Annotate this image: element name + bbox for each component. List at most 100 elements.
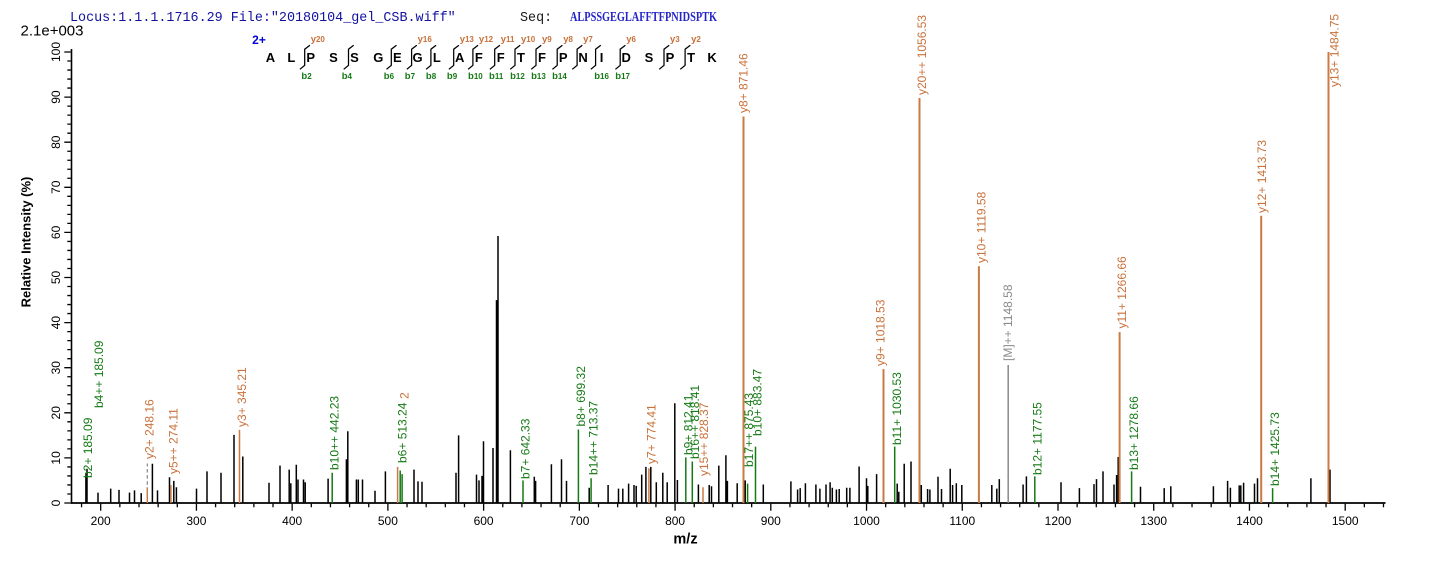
- svg-text:D: D: [622, 50, 631, 65]
- svg-text:b10++ 442.23: b10++ 442.23: [328, 396, 342, 470]
- svg-text:1000: 1000: [853, 514, 880, 528]
- svg-text:b7+ 642.33: b7+ 642.33: [519, 418, 533, 479]
- svg-text:500: 500: [378, 514, 398, 528]
- svg-text:F: F: [538, 50, 546, 65]
- svg-text:A: A: [266, 50, 276, 65]
- svg-text:b16++ 818.41: b16++ 818.41: [688, 385, 702, 459]
- svg-text:b2: b2: [301, 71, 312, 82]
- svg-text:1400: 1400: [1236, 514, 1263, 528]
- svg-text:800: 800: [665, 514, 685, 528]
- svg-text:1500: 1500: [1332, 514, 1359, 528]
- svg-text:y7+ 774.41: y7+ 774.41: [644, 404, 658, 464]
- svg-text:b2+ 185.09: b2+ 185.09: [81, 417, 95, 478]
- svg-text:y20: y20: [311, 34, 326, 45]
- svg-text:b6: b6: [384, 71, 395, 82]
- svg-text:b13: b13: [531, 71, 546, 82]
- svg-text:700: 700: [569, 514, 589, 528]
- svg-text:T: T: [687, 50, 695, 65]
- svg-text:b6+ 513.24: b6+ 513.24: [396, 402, 410, 463]
- svg-text:A: A: [455, 50, 465, 65]
- svg-text:30: 30: [49, 361, 63, 375]
- svg-text:600: 600: [474, 514, 494, 528]
- svg-text:b12+ 1177.55: b12+ 1177.55: [1030, 402, 1044, 475]
- svg-text:I: I: [600, 50, 604, 65]
- svg-text:2.1e+003: 2.1e+003: [21, 23, 84, 40]
- svg-text:y8: y8: [563, 34, 573, 45]
- svg-text:b8: b8: [426, 71, 437, 82]
- svg-text:40: 40: [49, 316, 63, 330]
- svg-text:P: P: [559, 50, 568, 65]
- svg-text:y3: y3: [670, 34, 680, 45]
- svg-text:70: 70: [49, 180, 63, 194]
- svg-text:ALPSSGEGLAFFTFPNIDSPTK: ALPSSGEGLAFFTFPNIDSPTK: [570, 9, 717, 24]
- svg-text:b13+ 1278.66: b13+ 1278.66: [1127, 396, 1141, 470]
- svg-text:50: 50: [49, 271, 63, 285]
- svg-text:y20++ 1056.53: y20++ 1056.53: [915, 15, 929, 95]
- svg-text:S: S: [645, 50, 654, 65]
- svg-text:F: F: [497, 50, 505, 65]
- svg-text:y3+ 345.21: y3+ 345.21: [235, 367, 249, 427]
- svg-text:F: F: [475, 50, 483, 65]
- svg-text:200: 200: [91, 514, 111, 528]
- svg-text:L: L: [433, 50, 441, 65]
- svg-text:[M]++ 1148.58: [M]++ 1148.58: [1001, 284, 1015, 361]
- svg-text:L: L: [287, 50, 295, 65]
- svg-text:b14: b14: [552, 71, 567, 82]
- svg-text:b7: b7: [405, 71, 416, 82]
- svg-text:b4: b4: [342, 71, 353, 82]
- svg-text:100: 100: [49, 42, 63, 62]
- svg-text:P: P: [666, 50, 675, 65]
- svg-text:S: S: [329, 50, 338, 65]
- svg-text:G: G: [413, 50, 423, 65]
- svg-text:b4++ 185.09: b4++ 185.09: [92, 340, 106, 408]
- svg-text:10: 10: [49, 451, 63, 465]
- svg-text:y8+ 871.46: y8+ 871.46: [736, 53, 750, 113]
- svg-text:Relative Intensity (%): Relative Intensity (%): [19, 177, 34, 308]
- svg-text:b16: b16: [594, 71, 609, 82]
- svg-text:1100: 1100: [949, 514, 975, 528]
- svg-text:y6: y6: [626, 34, 636, 45]
- svg-text:P: P: [306, 50, 315, 65]
- svg-text:y12+ 1413.73: y12+ 1413.73: [1255, 140, 1269, 213]
- svg-text:60: 60: [49, 225, 63, 239]
- svg-text:y2+ 248.16: y2+ 248.16: [143, 399, 157, 459]
- svg-text:y7: y7: [583, 34, 593, 45]
- svg-text:S: S: [350, 50, 359, 65]
- svg-text:m/z: m/z: [673, 532, 697, 548]
- svg-text:80: 80: [49, 135, 63, 149]
- svg-text:T: T: [517, 50, 525, 65]
- svg-text:Seq:: Seq:: [520, 11, 552, 26]
- svg-text:y9: y9: [542, 34, 552, 45]
- svg-text:y2: y2: [691, 34, 701, 45]
- svg-text:b17: b17: [615, 71, 630, 82]
- svg-text:b17++ 875.43: b17++ 875.43: [742, 393, 756, 467]
- svg-text:2: 2: [398, 392, 412, 399]
- svg-text:400: 400: [282, 514, 302, 528]
- svg-text:E: E: [393, 50, 402, 65]
- svg-text:N: N: [578, 50, 587, 65]
- svg-text:b9: b9: [447, 71, 458, 82]
- svg-text:b10: b10: [468, 71, 483, 82]
- svg-text:K: K: [707, 50, 717, 65]
- svg-text:0: 0: [49, 499, 63, 506]
- svg-text:b9+ 812.41: b9+ 812.41: [681, 394, 695, 455]
- svg-text:y13: y13: [460, 34, 475, 45]
- svg-text:y11: y11: [501, 34, 515, 45]
- svg-text:b14+ 1425.73: b14+ 1425.73: [1268, 412, 1282, 486]
- svg-text:y9+ 1018.53: y9+ 1018.53: [873, 299, 887, 366]
- svg-text:900: 900: [761, 514, 781, 528]
- svg-text:G: G: [373, 50, 383, 65]
- svg-text:b10+ 883.47: b10+ 883.47: [751, 369, 765, 436]
- svg-text:y16: y16: [418, 34, 433, 45]
- svg-text:Locus:1.1.1.1716.29 File:"2018: Locus:1.1.1.1716.29 File:"20180104_gel_C…: [70, 11, 456, 26]
- svg-text:y15++ 828.37: y15++ 828.37: [697, 402, 711, 476]
- svg-text:b12: b12: [510, 71, 525, 82]
- svg-text:300: 300: [186, 514, 206, 528]
- svg-text:2+: 2+: [252, 33, 266, 47]
- svg-text:y10: y10: [521, 34, 536, 45]
- svg-text:b11+ 1030.53: b11+ 1030.53: [890, 372, 904, 445]
- svg-text:y5++ 274.11: y5++ 274.11: [166, 408, 180, 474]
- svg-text:1200: 1200: [1045, 514, 1072, 528]
- svg-text:b11: b11: [489, 71, 504, 82]
- svg-text:b8+ 699.32: b8+ 699.32: [574, 366, 588, 427]
